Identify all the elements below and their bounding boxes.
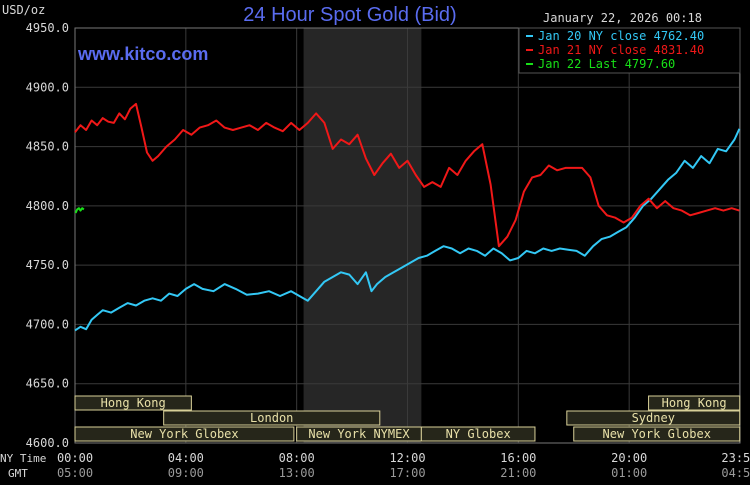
market-session-label: Hong Kong xyxy=(101,396,166,410)
chart-title: 24 Hour Spot Gold (Bid) xyxy=(243,4,456,26)
market-session-label: New York NYMEX xyxy=(308,427,410,441)
x-tick-label-gmt: 13:00 xyxy=(279,466,315,480)
timestamp: January 22, 2026 00:18 xyxy=(543,11,702,25)
legend-entry: Jan 21 NY close 4831.40 xyxy=(538,43,704,57)
plot-border xyxy=(74,27,741,444)
series-line-1 xyxy=(74,128,741,332)
legend-entry: Jan 22 Last 4797.60 xyxy=(538,57,675,71)
x-tick-label-ny: 23:59 xyxy=(721,451,750,465)
grid-lines xyxy=(74,27,741,444)
market-session-box xyxy=(420,426,536,442)
series-line-2 xyxy=(74,102,740,248)
market-session-label: Sydney xyxy=(632,411,675,425)
y-tick-label: 4800.0 xyxy=(26,199,69,213)
price-series xyxy=(74,102,741,332)
y-axis-unit: USD/oz xyxy=(2,3,45,17)
market-session-box xyxy=(74,395,192,411)
y-tick-label: 4950.0 xyxy=(26,21,69,35)
market-session-label: New York Globex xyxy=(130,427,238,441)
y-tick-label: 4700.0 xyxy=(26,317,69,331)
watermark-text: www.kitco.com xyxy=(77,44,208,64)
nymex-session-band xyxy=(303,28,422,443)
market-session-label: Hong Kong xyxy=(662,396,727,410)
y-tick-label: 4600.0 xyxy=(26,436,69,450)
x-tick-label-ny: 04:00 xyxy=(168,451,204,465)
x-tick-label-ny: 20:00 xyxy=(611,451,647,465)
market-session-label: New York Globex xyxy=(603,427,711,441)
x-tick-label-gmt: 05:00 xyxy=(57,466,93,480)
x-tick-label-ny: 00:00 xyxy=(57,451,93,465)
x-tick-label-gmt: 21:00 xyxy=(500,466,536,480)
market-session-box xyxy=(573,426,741,442)
y-axis-ticks: 4600.0 4650.0 4700.0 4750.0 4800.0 4850.0 4900… xyxy=(26,21,69,450)
legend-entry: Jan 20 NY close 4762.40 xyxy=(538,29,704,43)
x-tick-label-ny: 12:00 xyxy=(389,451,425,465)
ny-time-label: NY Time xyxy=(0,452,46,465)
x-tick-label-ny: 08:00 xyxy=(279,451,315,465)
gmt-label: GMT xyxy=(8,467,28,480)
x-tick-label-ny: 16:00 xyxy=(500,451,536,465)
x-tick-label-gmt: 01:00 xyxy=(611,466,647,480)
market-session-box xyxy=(648,395,741,411)
y-tick-label: 4900.0 xyxy=(26,80,69,94)
market-session-bars: Hong Kong Hong Kong London Sydney New York G… xyxy=(74,395,741,442)
x-tick-label-gmt: 09:00 xyxy=(168,466,204,480)
y-tick-label: 4650.0 xyxy=(26,377,69,391)
market-session-box xyxy=(74,426,295,442)
market-session-box xyxy=(163,410,381,426)
market-session-label: NY Globex xyxy=(446,427,511,441)
legend-box xyxy=(518,27,741,74)
x-tick-label-gmt: 17:00 xyxy=(389,466,425,480)
series-line-3 xyxy=(74,207,85,214)
y-tick-label: 4850.0 xyxy=(26,140,69,154)
y-tick-label: 4750.0 xyxy=(26,258,69,272)
market-session-box xyxy=(566,410,741,426)
market-session-label: London xyxy=(250,411,293,425)
x-tick-label-gmt: 04:59 xyxy=(721,466,750,480)
